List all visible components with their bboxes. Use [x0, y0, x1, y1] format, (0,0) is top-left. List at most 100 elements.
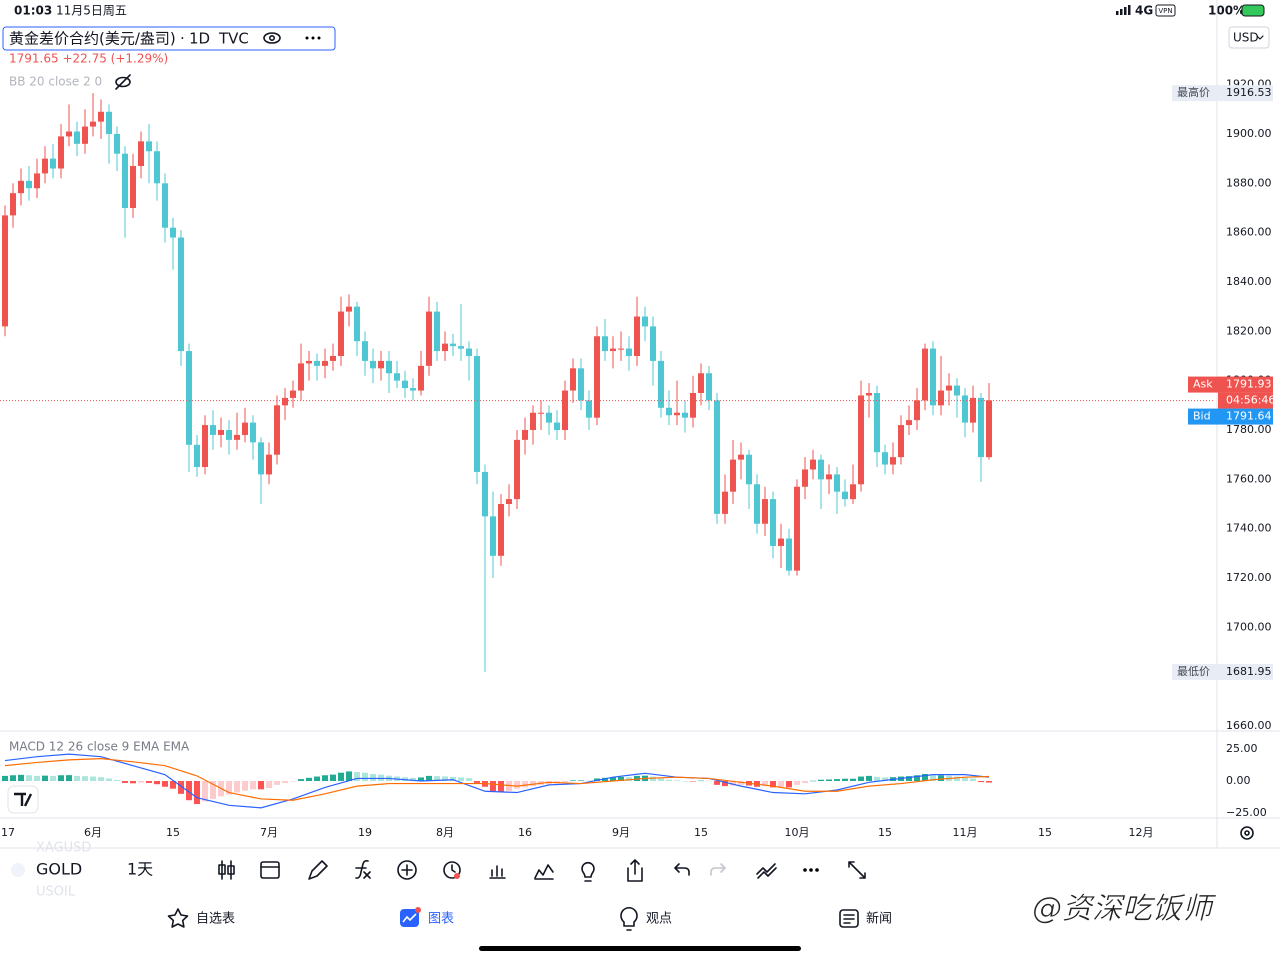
toolbar-interval[interactable]: 1天 [127, 860, 153, 879]
candle-body [986, 400, 992, 458]
bars-icon[interactable] [489, 865, 506, 879]
candle-body [178, 237, 184, 352]
histogram-bar [418, 777, 424, 782]
signal-line [4, 758, 990, 801]
histogram-bar [874, 776, 880, 782]
currency-box[interactable] [1228, 26, 1270, 49]
candle-body [706, 373, 712, 401]
toolbar-symbol[interactable]: GOLD [36, 860, 82, 879]
histogram-bar [378, 774, 384, 782]
candle-body [794, 486, 800, 571]
candle-body [274, 405, 280, 455]
histogram-bar [658, 778, 664, 782]
currency: USD [1233, 31, 1259, 45]
y-tick-label: 1660.00 [1226, 719, 1272, 732]
macd-title: MACD 12 26 close 9 EMA EMA [9, 740, 190, 754]
undo-icon[interactable] [674, 863, 690, 876]
x-tick-label: 6月 [84, 826, 102, 839]
candle-body [122, 153, 128, 208]
candle-body [690, 393, 696, 418]
candle-body [106, 111, 112, 134]
candle-body [978, 397, 984, 458]
candle-body [666, 407, 672, 416]
candle-body [50, 158, 56, 169]
histogram-bar [770, 781, 776, 788]
histogram-bar [866, 775, 872, 782]
histogram-bar [490, 781, 496, 792]
tab[interactable]: 自选表 [196, 912, 235, 927]
news-icon[interactable] [839, 909, 859, 928]
more-tools[interactable] [803, 868, 819, 872]
candle-body [402, 380, 408, 389]
candle-body [914, 400, 920, 421]
symbol-box[interactable] [2, 26, 336, 51]
histogram-bar [722, 781, 728, 787]
histogram-bar [706, 780, 712, 782]
tv-logo[interactable] [7, 785, 39, 814]
candle-body [770, 499, 776, 546]
chart-tab-icon[interactable] [400, 909, 419, 927]
candle-body [354, 306, 360, 342]
tab[interactable]: 图表 [428, 912, 454, 927]
x-tick-label: 15 [694, 826, 708, 839]
candle-body [474, 355, 480, 472]
candle-body [650, 326, 656, 361]
tab[interactable]: 观点 [646, 912, 672, 927]
histogram-bar [402, 777, 408, 782]
candle-body [674, 412, 680, 416]
redo-icon[interactable] [710, 863, 726, 876]
histogram-bar [130, 781, 136, 784]
histogram-bar [66, 775, 72, 782]
hidden-eye-icon[interactable] [115, 74, 131, 90]
candle-body [154, 151, 160, 184]
candle-body [762, 499, 768, 524]
candle-body [394, 373, 400, 381]
histogram-bar [794, 781, 800, 785]
home-indicator [479, 946, 801, 951]
eye-icon[interactable] [263, 32, 281, 44]
symbol-title: 黄金差价合约(美元/盎司) [9, 30, 176, 48]
candle-body [314, 360, 320, 366]
add-icon[interactable] [397, 860, 417, 880]
histogram-bar [410, 777, 416, 782]
tab[interactable]: 新闻 [866, 911, 892, 927]
candle-body [378, 360, 384, 369]
y-tick-label: 1700.00 [1226, 620, 1272, 633]
fullscreen-icon[interactable] [848, 861, 866, 879]
vpn-badge [1155, 4, 1176, 17]
histogram-bar [530, 781, 536, 787]
fx-icon[interactable] [355, 860, 371, 879]
watchlist-icon[interactable] [167, 908, 189, 928]
alert-icon[interactable] [443, 861, 461, 879]
histogram-bar [858, 776, 864, 782]
candle-body [74, 131, 80, 144]
candle-body [266, 454, 272, 475]
bid-label: Bid [1193, 410, 1211, 423]
candle-body [586, 400, 592, 418]
y-tick-label: 0.00 [1226, 774, 1251, 787]
settings-icon[interactable] [1240, 826, 1254, 840]
battery-icon [1241, 4, 1265, 17]
y-tick-label: 1840.00 [1226, 275, 1272, 288]
ideas-icon[interactable] [620, 907, 638, 931]
idea-icon[interactable] [581, 861, 595, 882]
indicator-label: BB 20 close 2 0 [9, 75, 102, 89]
draw-icon[interactable] [308, 860, 328, 880]
histogram-bar [298, 779, 304, 782]
candle-body [962, 395, 968, 423]
indicator-icon[interactable] [534, 864, 554, 880]
histogram-bar [346, 771, 352, 782]
candle-body [746, 454, 752, 485]
candle-body [858, 395, 864, 485]
candle-body [18, 180, 24, 194]
candle-icon[interactable] [218, 860, 235, 880]
share-icon[interactable] [627, 859, 643, 882]
replay-icon[interactable] [260, 861, 280, 879]
x-tick-label: 11月 [953, 826, 978, 839]
quote: 1791.65 +22.75 (+1.29%) [9, 52, 168, 66]
templates-icon[interactable] [756, 863, 777, 879]
histogram-bar [906, 776, 912, 782]
histogram-bar [178, 781, 184, 794]
histogram-bar [242, 781, 248, 791]
more-icon[interactable] [305, 36, 321, 40]
